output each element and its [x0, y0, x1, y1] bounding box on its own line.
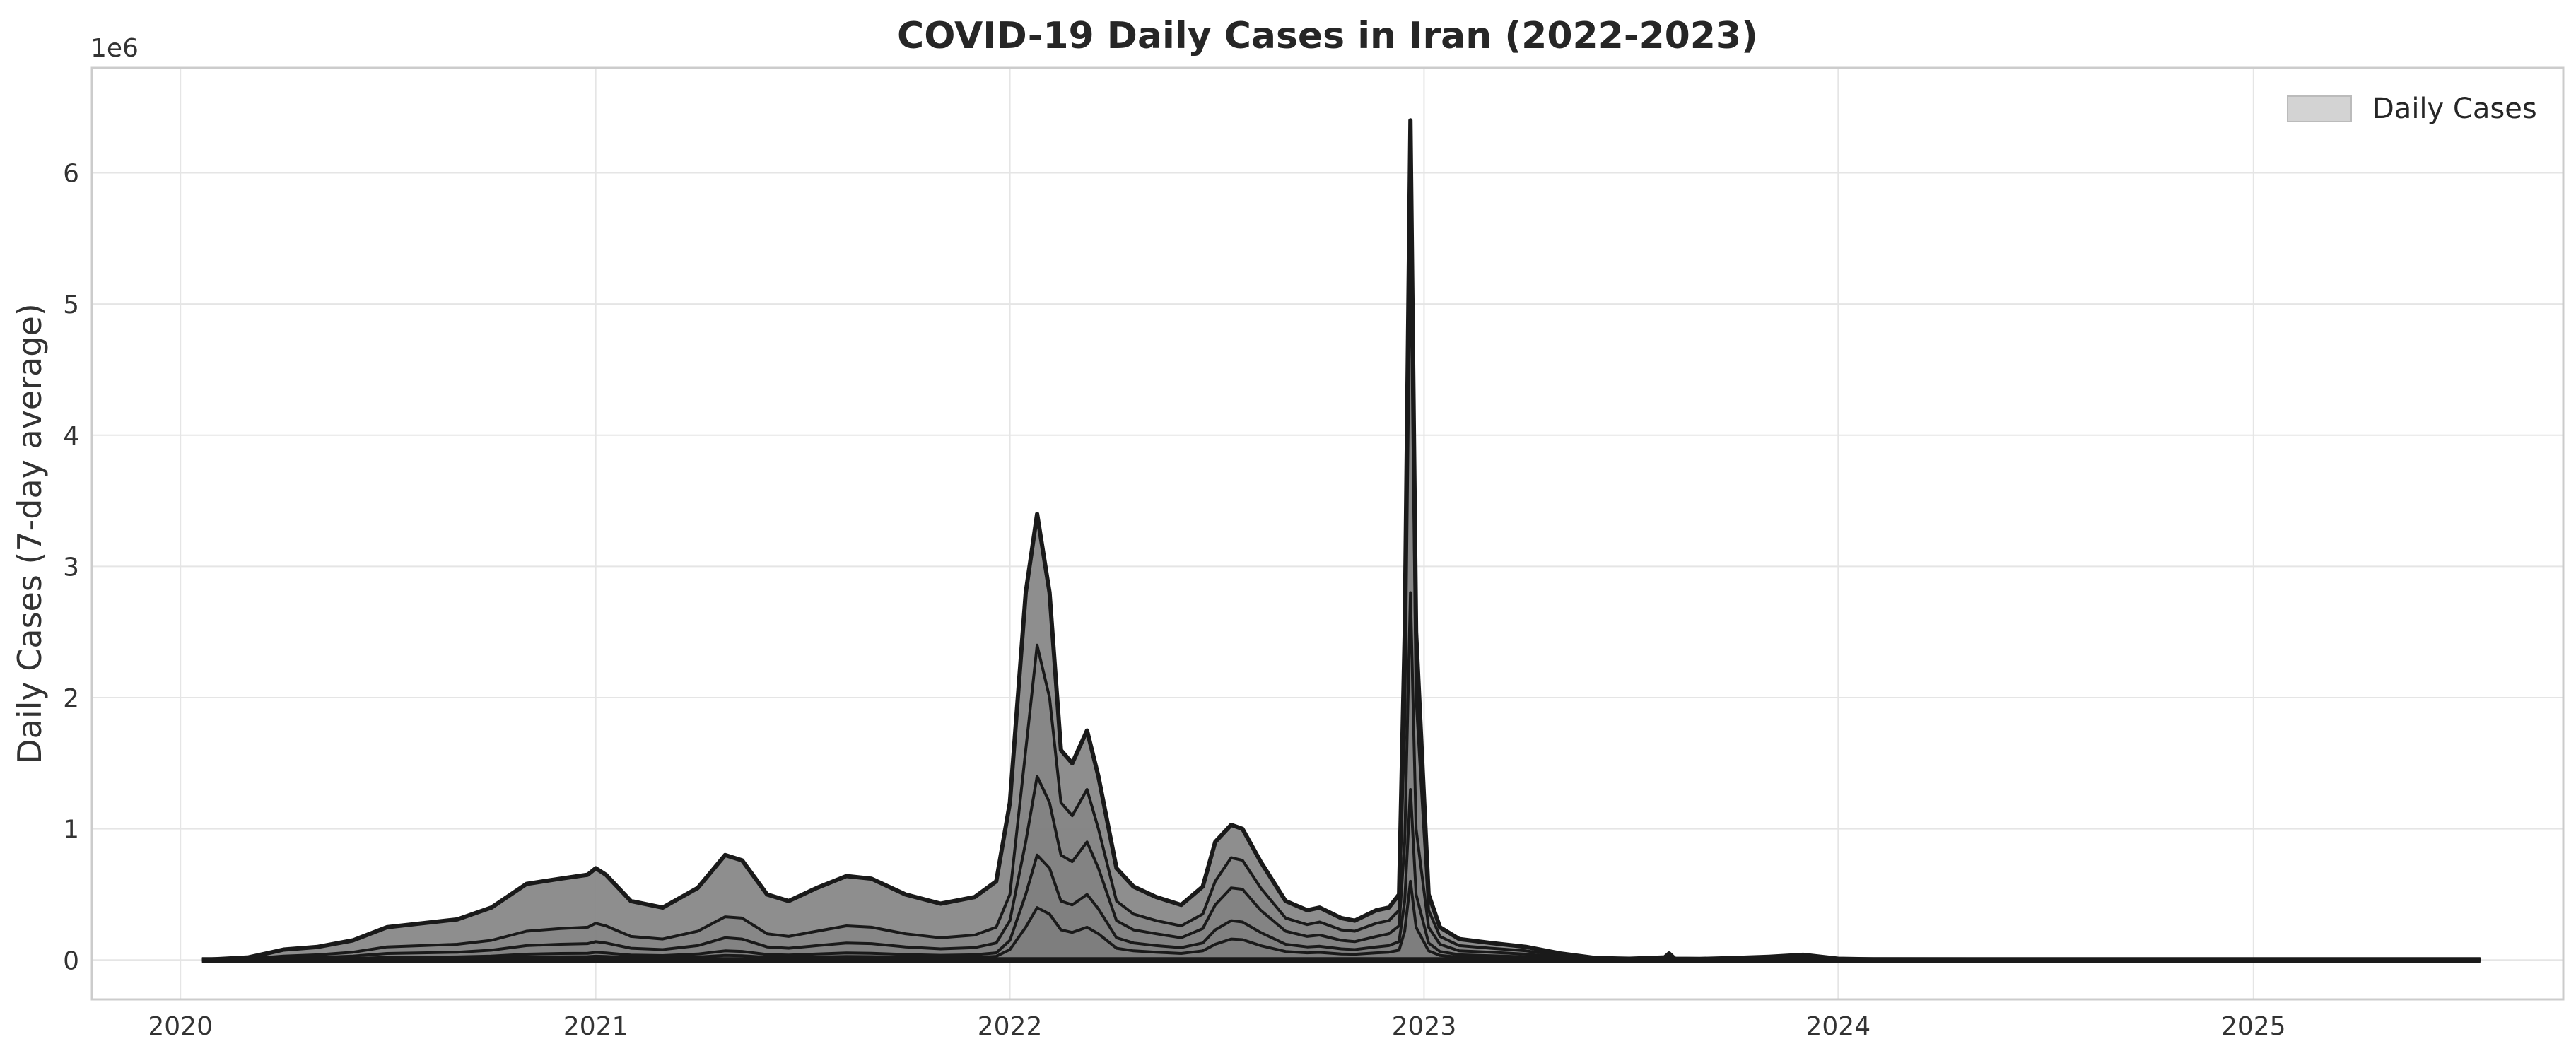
- x-tick-label: 2021: [563, 1012, 628, 1041]
- x-tick-label: 2023: [1392, 1012, 1457, 1041]
- legend-swatch: [2287, 95, 2352, 122]
- legend-label: Daily Cases: [2372, 93, 2537, 125]
- x-tick-label: 2020: [148, 1012, 213, 1041]
- y-tick-label: 3: [63, 553, 79, 582]
- data-lines: [201, 118, 2481, 963]
- y-tick-label: 5: [63, 290, 79, 319]
- plot-frame: [90, 66, 2565, 1001]
- x-tick-label: 2024: [1806, 1012, 1871, 1041]
- y-tick-label: 1: [63, 816, 79, 845]
- y-axis-offset-label: 1e6: [90, 34, 139, 63]
- y-tick-label: 4: [63, 422, 79, 451]
- y-tick-label: 6: [63, 160, 79, 189]
- chart-title: COVID-19 Daily Cases in Iran (2022-2023): [897, 15, 1758, 57]
- x-tick-label: 2025: [2221, 1012, 2286, 1041]
- y-tick-label: 2: [63, 684, 79, 713]
- x-axis: 2020 2021 2022 2023 2024 2025: [148, 1012, 2285, 1041]
- y-axis-label: Daily Cases (7-day average): [11, 303, 49, 763]
- y-tick-label: 0: [63, 946, 79, 975]
- x-tick-label: 2022: [978, 1012, 1043, 1041]
- y-axis: 0 1 2 3 4 5 6: [63, 160, 79, 976]
- legend: Daily Cases: [2287, 93, 2537, 125]
